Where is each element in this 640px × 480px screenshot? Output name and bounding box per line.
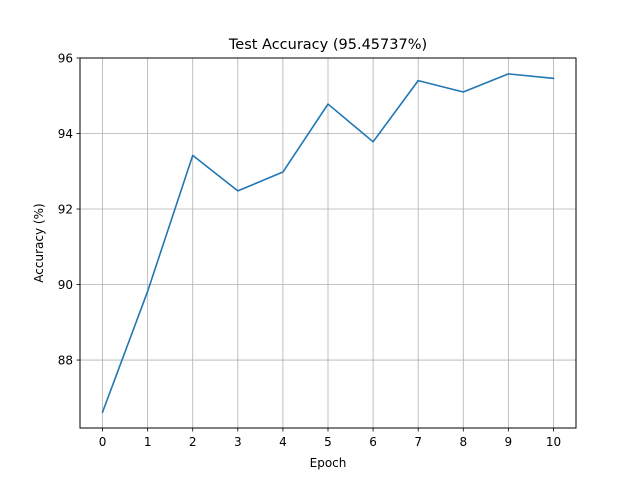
y-tick-label: 90 (58, 278, 73, 292)
x-axis-title: Epoch (310, 456, 347, 470)
x-tick-label: 1 (144, 435, 152, 449)
y-tick-label: 88 (58, 353, 73, 367)
y-axis-title: Accuracy (%) (32, 203, 46, 282)
y-axis-ticks: 88 90 92 94 96 (58, 51, 80, 367)
x-tick-label: 6 (369, 435, 377, 449)
x-tick-label: 2 (189, 435, 197, 449)
x-axis-ticks: 0 1 2 3 4 5 6 7 8 9 10 (99, 428, 561, 449)
x-tick-label: 8 (459, 435, 467, 449)
x-tick-label: 7 (414, 435, 422, 449)
x-tick-label: 9 (505, 435, 513, 449)
x-tick-label: 5 (324, 435, 332, 449)
y-tick-label: 94 (58, 127, 73, 141)
x-tick-label: 10 (546, 435, 561, 449)
series-layer (101, 73, 555, 414)
chart-title: Test Accuracy (95.45737%) (228, 37, 427, 53)
y-tick-label: 96 (58, 51, 73, 65)
x-tick-label: 3 (234, 435, 242, 449)
y-tick-label: 92 (58, 202, 73, 216)
x-tick-label: 4 (279, 435, 287, 449)
x-tick-label: 0 (99, 435, 107, 449)
grid-lines (80, 57, 576, 428)
